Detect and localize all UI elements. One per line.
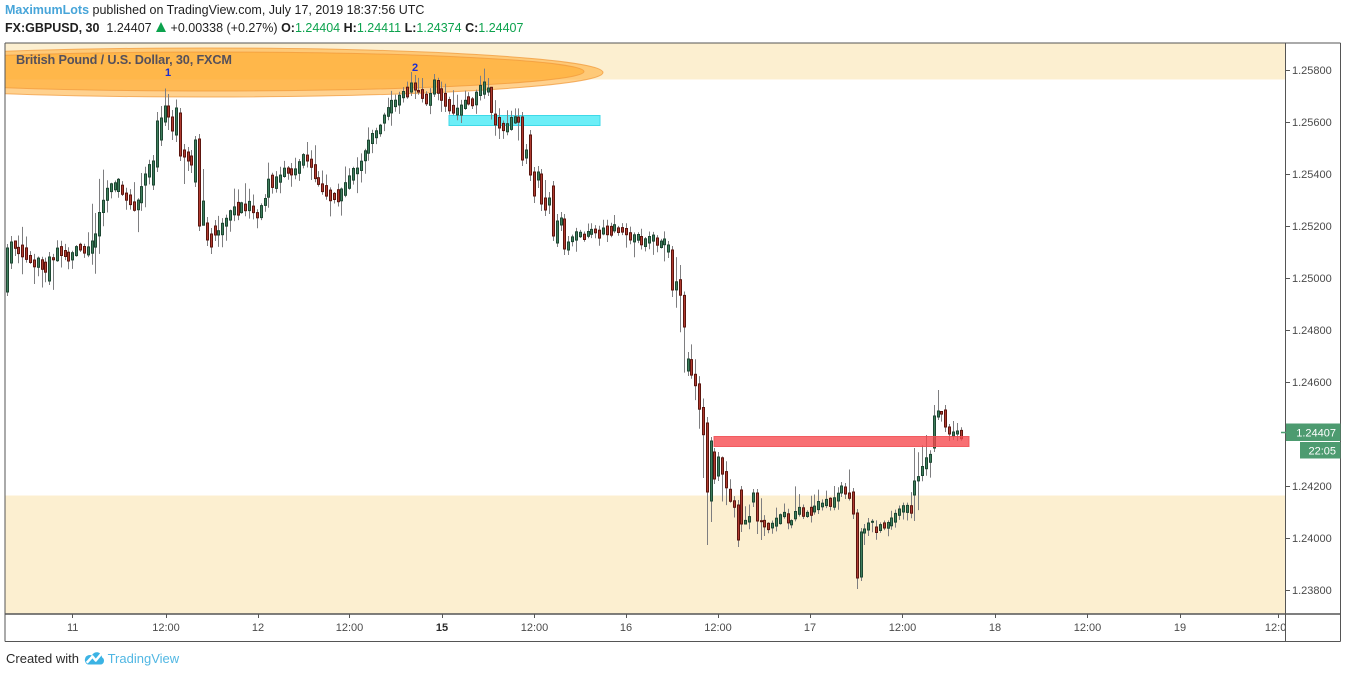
svg-text:1.24800: 1.24800	[1292, 325, 1332, 337]
svg-text:18: 18	[989, 622, 1001, 634]
svg-text:15: 15	[436, 622, 448, 634]
svg-text:2: 2	[412, 62, 418, 74]
svg-text:19: 19	[1174, 622, 1186, 634]
svg-text:1.25600: 1.25600	[1292, 117, 1332, 129]
svg-text:11: 11	[67, 622, 78, 634]
svg-text:12:00: 12:00	[889, 622, 917, 634]
svg-text:1.23800: 1.23800	[1292, 585, 1332, 597]
svg-text:22:05: 22:05	[1308, 446, 1336, 458]
svg-text:1.24200: 1.24200	[1292, 481, 1332, 493]
svg-text:1.24407: 1.24407	[1296, 428, 1336, 440]
svg-text:17: 17	[804, 622, 816, 634]
svg-text:1.24600: 1.24600	[1292, 377, 1332, 389]
svg-text:1.25400: 1.25400	[1292, 169, 1332, 181]
svg-text:1.25000: 1.25000	[1292, 273, 1332, 285]
svg-text:12:00: 12:00	[1265, 622, 1293, 634]
svg-text:1.24000: 1.24000	[1292, 533, 1332, 545]
svg-text:1.25200: 1.25200	[1292, 221, 1332, 233]
svg-text:16: 16	[620, 622, 632, 634]
svg-text:1: 1	[165, 67, 171, 79]
svg-text:12:00: 12:00	[704, 622, 732, 634]
svg-text:British Pound / U.S. Dollar, 3: British Pound / U.S. Dollar, 30, FXCM	[16, 53, 232, 67]
svg-text:12: 12	[252, 622, 264, 634]
svg-text:1.25800: 1.25800	[1292, 65, 1332, 77]
svg-text:12:00: 12:00	[521, 622, 549, 634]
svg-text:12:00: 12:00	[336, 622, 364, 634]
svg-text:12:00: 12:00	[1074, 622, 1102, 634]
svg-text:12:00: 12:00	[152, 622, 180, 634]
